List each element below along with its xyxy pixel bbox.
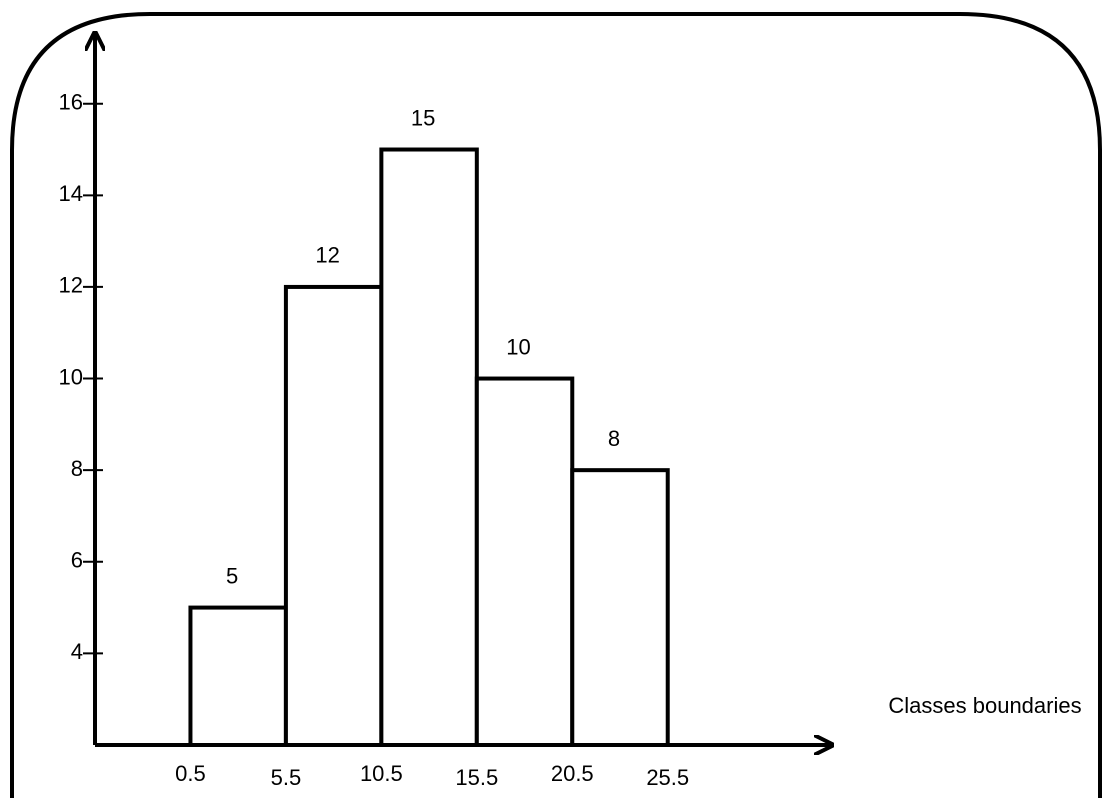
y-tick-label: 4 xyxy=(71,639,83,664)
x-tick-label: 25.5 xyxy=(646,765,689,790)
bar xyxy=(188,605,288,747)
data-label: 5 xyxy=(226,563,238,588)
x-tick-label: 20.5 xyxy=(551,761,594,786)
y-tick-label: 6 xyxy=(71,548,83,573)
bar xyxy=(283,284,384,747)
y-tick-label: 12 xyxy=(59,273,83,298)
data-label: 10 xyxy=(506,334,530,359)
data-label: 8 xyxy=(608,426,620,451)
bar xyxy=(570,468,670,747)
y-tick-label: 10 xyxy=(59,364,83,389)
x-tick-label: 5.5 xyxy=(271,765,302,790)
data-label: 15 xyxy=(411,105,435,130)
data-label: 12 xyxy=(315,243,339,268)
x-axis-label: Classes boundaries xyxy=(888,693,1081,718)
x-tick-label: 15.5 xyxy=(455,765,498,790)
bar xyxy=(474,376,575,747)
y-tick-label: 14 xyxy=(59,181,83,206)
y-tick-label: 16 xyxy=(59,90,83,115)
bar xyxy=(379,147,479,748)
x-tick-label: 0.5 xyxy=(175,761,206,786)
x-tick-label: 10.5 xyxy=(360,761,403,786)
y-tick-label: 8 xyxy=(71,456,83,481)
frame xyxy=(10,12,1102,798)
